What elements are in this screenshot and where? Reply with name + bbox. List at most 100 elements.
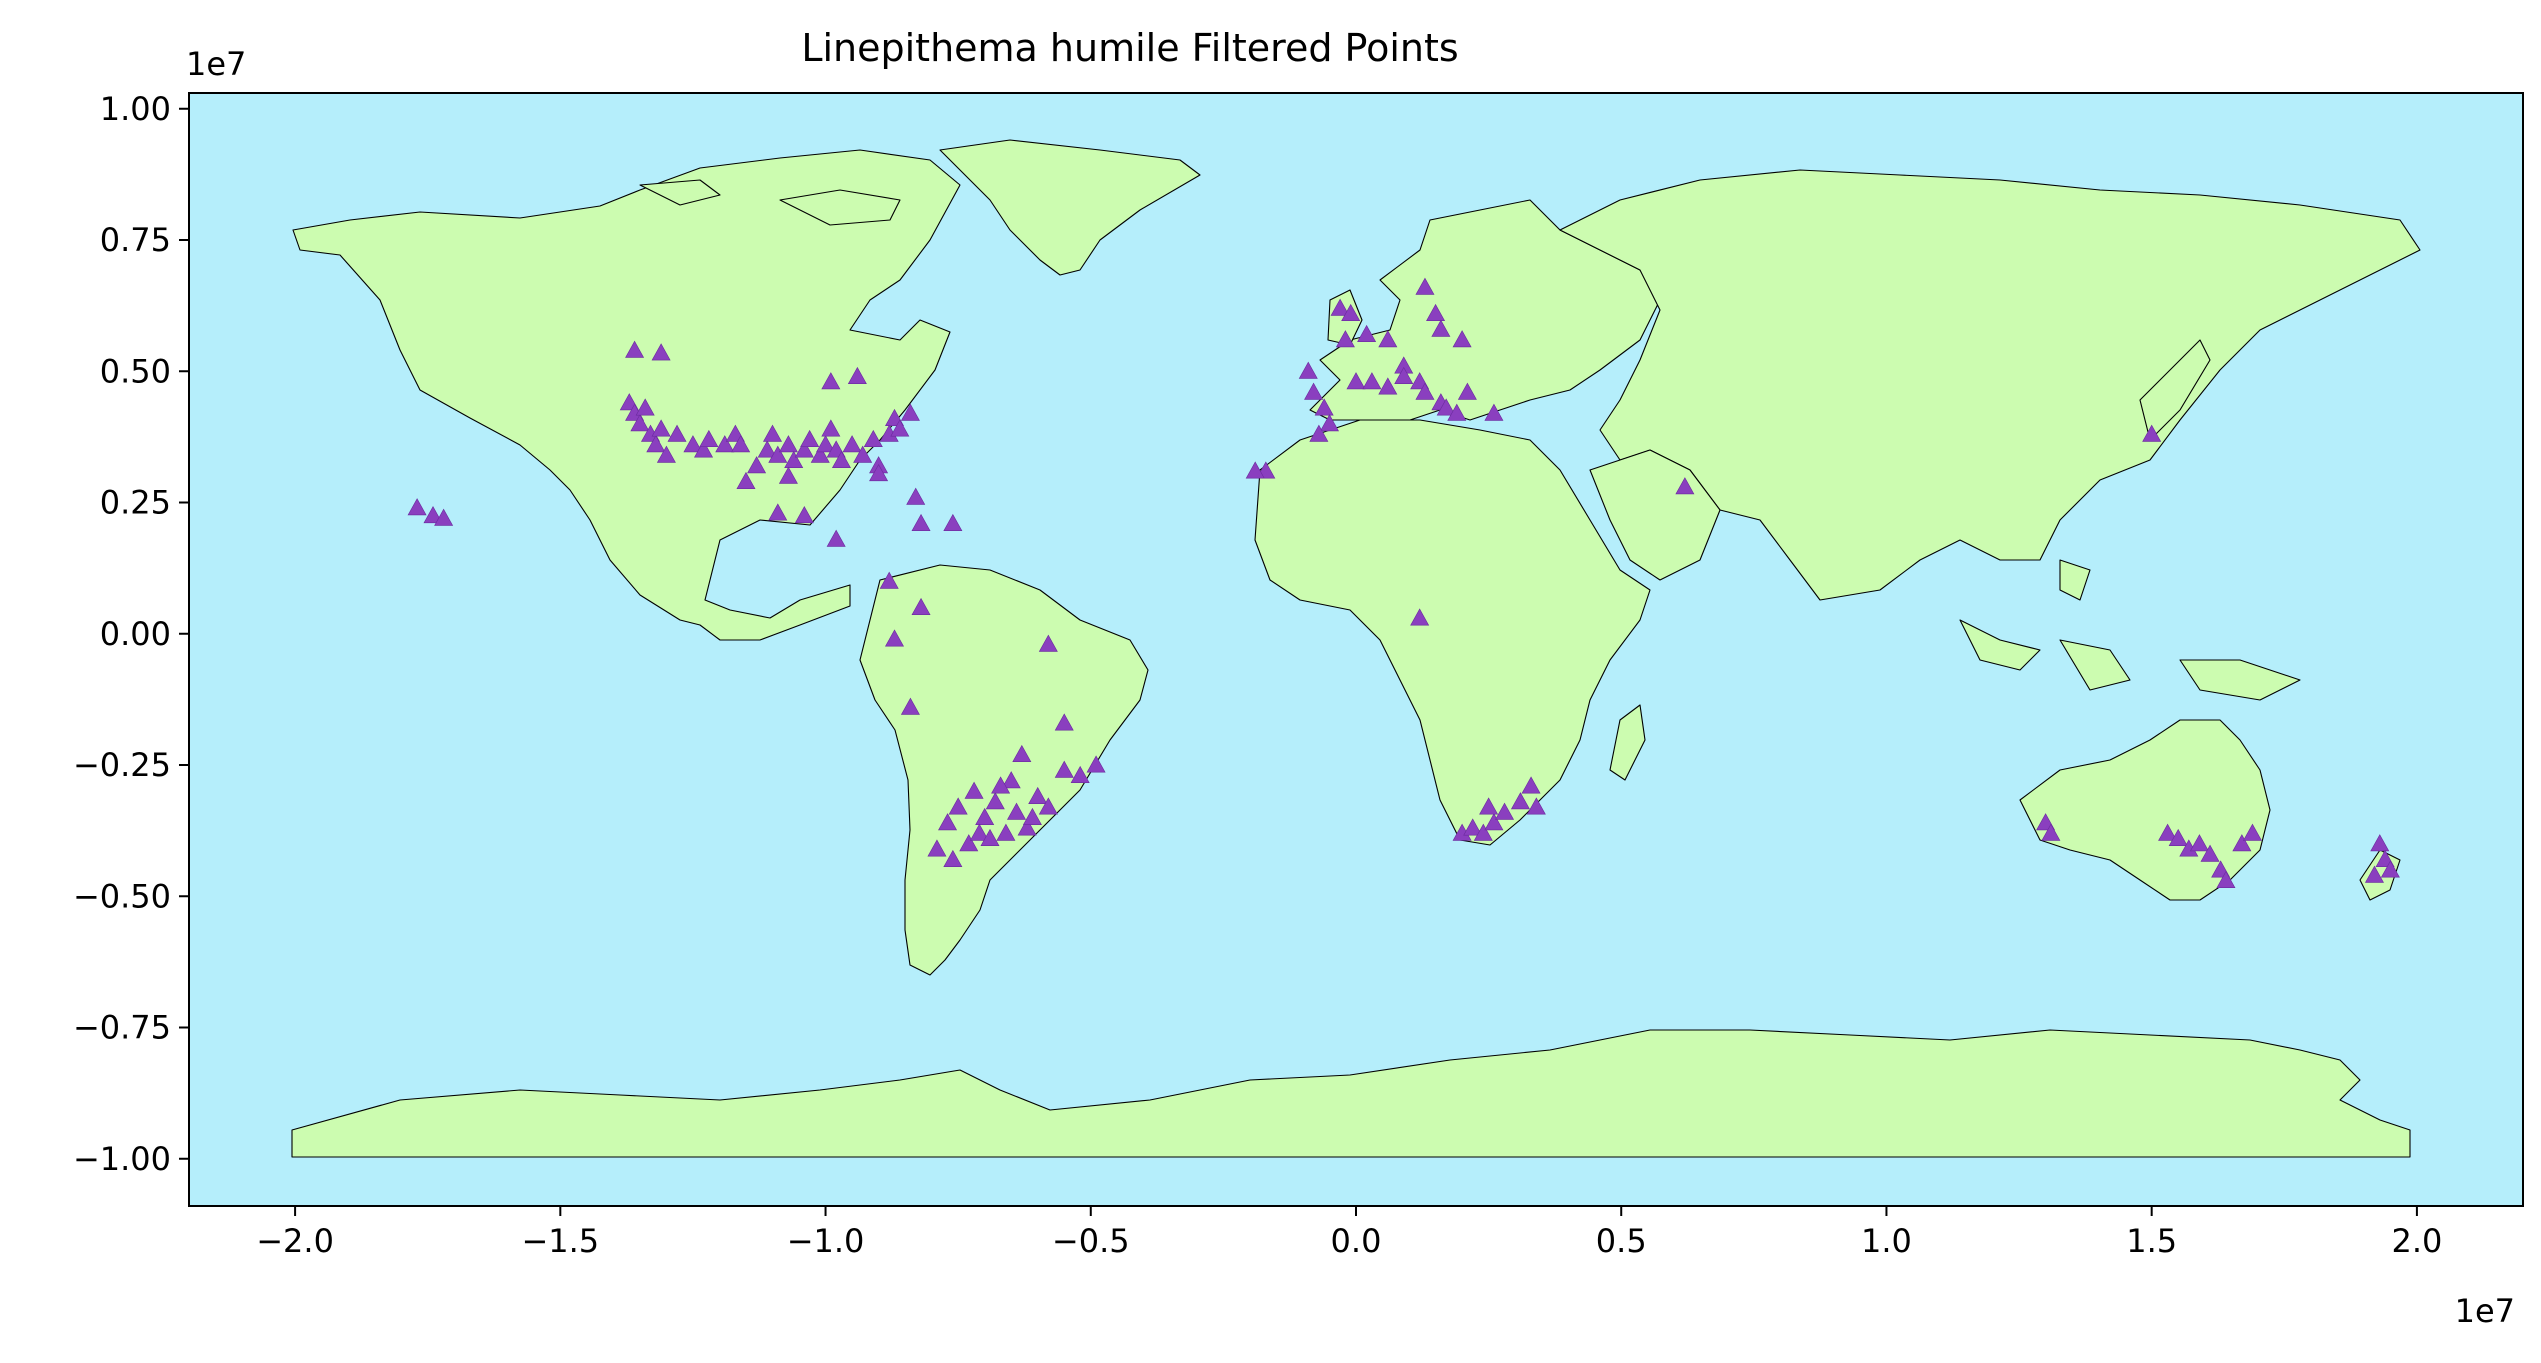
occurrence-point [826, 529, 846, 547]
occurrence-point [1006, 802, 1027, 820]
landmass-south-america [859, 564, 1149, 976]
occurrence-point [816, 435, 836, 453]
occurrence-point [1415, 382, 1435, 400]
x-tick-label: −1.5 [521, 1222, 599, 1260]
occurrence-point [1028, 786, 1048, 805]
occurrence-point [869, 464, 889, 482]
occurrence-point [736, 471, 756, 490]
occurrence-point [975, 807, 995, 826]
occurrence-point [1012, 744, 1032, 763]
occurrence-point [991, 776, 1011, 794]
occurrence-point [635, 398, 655, 416]
occurrence-point [900, 697, 920, 715]
occurrence-point [1484, 403, 1504, 421]
x-tick-label: 1.0 [1861, 1222, 1912, 1260]
occurrence-point [1309, 424, 1329, 442]
landmass-canadian-islands [639, 179, 901, 226]
occurrence-point [768, 503, 788, 521]
occurrence-point [778, 466, 798, 484]
occurrence-point [1452, 330, 1472, 348]
occurrence-point [969, 823, 989, 841]
occurrence-point [980, 828, 1000, 847]
occurrence-point [1298, 361, 1318, 379]
landmass-africa [1254, 419, 1651, 846]
occurrence-point [948, 797, 968, 815]
occurrence-point [2216, 870, 2236, 889]
occurrence-point [1473, 823, 1493, 841]
occurrence-point [1436, 398, 1456, 416]
occurrence-point [1394, 366, 1414, 385]
occurrence-point [1330, 298, 1350, 316]
occurrence-point [2380, 860, 2400, 878]
occurrence-point [853, 445, 873, 463]
y-tick-label: −0.50 [73, 877, 171, 915]
occurrence-point [731, 435, 751, 453]
x-tick-label: −2.0 [256, 1222, 334, 1260]
landmass-madagascar [1609, 704, 1646, 781]
occurrence-point [1070, 765, 1090, 784]
x-tick-label: −1.0 [787, 1222, 865, 1260]
occurrence-point [2142, 424, 2162, 442]
occurrence-point [1304, 382, 1324, 400]
occurrence-point [890, 419, 910, 437]
occurrence-point [2168, 828, 2188, 847]
occurrence-point [800, 429, 820, 448]
occurrence-point [1245, 461, 1265, 479]
landmass-antarctica [291, 1029, 2411, 1158]
occurrence-point [1054, 713, 1074, 731]
occurrence-point [900, 403, 920, 421]
occurrence-point [1447, 403, 1467, 421]
occurrence-point [906, 487, 926, 505]
y-offset-label: 1e7 [186, 45, 246, 83]
y-tick-label: 0.50 [100, 352, 171, 390]
occurrence-point [996, 823, 1016, 841]
y-tick-label: −0.75 [73, 1009, 171, 1047]
y-tick-label: 0.75 [100, 221, 171, 259]
occurrence-point [821, 372, 841, 390]
occurrence-point [2232, 834, 2252, 852]
occurrence-point [831, 450, 851, 469]
occurrence-point [943, 849, 963, 868]
occurrence-point [1038, 797, 1058, 815]
points-layer [407, 277, 2400, 889]
occurrence-point [2364, 865, 2384, 883]
occurrence-point [1378, 377, 1398, 395]
occurrence-point [1346, 372, 1366, 390]
occurrence-point [1022, 807, 1042, 826]
occurrence-point [884, 629, 905, 647]
occurrence-point [911, 597, 931, 616]
occurrence-point [1314, 398, 1334, 416]
chart-title: Linepithema humile Filtered Points [801, 26, 1458, 70]
occurrence-point [1675, 477, 1695, 495]
occurrence-point [630, 414, 650, 432]
landmass-north-america [292, 149, 961, 641]
occurrence-point [683, 435, 703, 453]
occurrence-point [1038, 634, 1058, 652]
y-axis: 1.00 0.75 0.50 0.25 0.00 −0.25 −0.50 −0.75 −1.00 [73, 90, 189, 1178]
occurrence-point [1415, 277, 1435, 295]
occurrence-point [842, 435, 862, 453]
occurrence-point [964, 781, 984, 799]
landmass-greenland [939, 139, 1201, 276]
occurrence-point [625, 340, 645, 358]
occurrence-point [1017, 818, 1037, 836]
occurrence-point [2158, 823, 2178, 841]
occurrence-point [784, 450, 804, 469]
occurrence-point [1319, 414, 1339, 432]
y-tick-label: 1.00 [100, 90, 171, 128]
occurrence-point [1054, 760, 1074, 778]
occurrence-point [1335, 330, 1355, 348]
occurrence-point [667, 424, 687, 442]
occurrence-point [911, 513, 931, 532]
x-tick-label: 0.0 [1331, 1222, 1382, 1260]
occurrence-point [1521, 776, 1541, 794]
occurrence-point [1457, 382, 1477, 400]
occurrence-point [1410, 608, 1430, 626]
occurrence-point [1484, 813, 1504, 831]
occurrence-point [2242, 823, 2262, 841]
occurrence-point [778, 435, 798, 453]
occurrence-point [646, 435, 666, 453]
occurrence-point [694, 440, 714, 458]
occurrence-point [1463, 818, 1483, 836]
